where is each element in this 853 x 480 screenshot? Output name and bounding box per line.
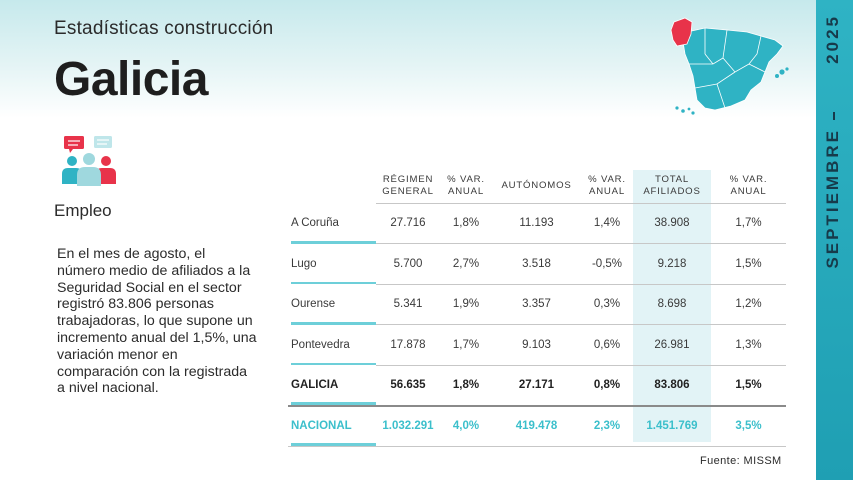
table-row: Pontevedra 17.878 1,7% 9.103 0,6% 26.981… bbox=[288, 324, 786, 366]
table-row-total-nacional: NACIONAL 1.032.291 4,0% 419.478 2,3% 1.4… bbox=[288, 405, 786, 447]
row-label: A Coruña bbox=[288, 203, 376, 244]
cell: 1,7% bbox=[711, 203, 786, 244]
cell: 3.518 bbox=[492, 243, 581, 285]
cell: 1,7% bbox=[440, 324, 492, 366]
statistics-table: RÉGIMEN GENERAL % VAR. ANUAL AUTÓNOMOS %… bbox=[288, 170, 786, 447]
cell: 1,2% bbox=[711, 284, 786, 325]
cell: 56.635 bbox=[376, 365, 440, 407]
cell: 4,0% bbox=[440, 405, 492, 447]
statistics-table-container: RÉGIMEN GENERAL % VAR. ANUAL AUTÓNOMOS %… bbox=[288, 170, 788, 447]
cell: 1,8% bbox=[440, 203, 492, 244]
cell: 2,7% bbox=[440, 243, 492, 285]
cell: 1,4% bbox=[581, 203, 633, 244]
month-label: SEPTIEMBRE bbox=[823, 128, 842, 269]
cell: 419.478 bbox=[492, 405, 581, 447]
cell: 11.193 bbox=[492, 203, 581, 244]
cell: 5.341 bbox=[376, 284, 440, 325]
row-label: NACIONAL bbox=[288, 405, 376, 447]
cell: -0,5% bbox=[581, 243, 633, 285]
row-label: GALICIA bbox=[288, 365, 376, 407]
page-subtitle: Estadísticas construcción bbox=[54, 18, 274, 39]
cell: 5.700 bbox=[376, 243, 440, 285]
people-group-icon bbox=[62, 136, 116, 186]
cell: 1,5% bbox=[711, 365, 786, 407]
cell: 3.357 bbox=[492, 284, 581, 325]
table-row-total-galicia: GALICIA 56.635 1,8% 27.171 0,8% 83.806 1… bbox=[288, 365, 786, 407]
cell: 26.981 bbox=[633, 324, 711, 366]
cell: 0,3% bbox=[581, 284, 633, 325]
cell: 27.716 bbox=[376, 203, 440, 244]
cell: 1.032.291 bbox=[376, 405, 440, 447]
table-row: A Coruña 27.716 1,8% 11.193 1,4% 38.908 … bbox=[288, 203, 786, 244]
header-province bbox=[288, 170, 376, 203]
page-title: Galicia bbox=[54, 53, 208, 106]
cell: 1.451.769 bbox=[633, 405, 711, 447]
cell: 1,5% bbox=[711, 243, 786, 285]
cell: 8.698 bbox=[633, 284, 711, 325]
cell: 17.878 bbox=[376, 324, 440, 366]
cell: 38.908 bbox=[633, 203, 711, 244]
cell: 9.218 bbox=[633, 243, 711, 285]
row-label: Pontevedra bbox=[288, 325, 376, 366]
table-row: Ourense 5.341 1,9% 3.357 0,3% 8.698 1,2% bbox=[288, 284, 786, 325]
cell: 2,3% bbox=[581, 405, 633, 447]
cell: 9.103 bbox=[492, 324, 581, 366]
header-var-autonomos: % VAR. ANUAL bbox=[581, 170, 633, 204]
row-label: Lugo bbox=[288, 244, 376, 285]
header-autonomos: AUTÓNOMOS bbox=[492, 170, 581, 204]
header-regimen-general: RÉGIMEN GENERAL bbox=[376, 170, 440, 204]
cell: 27.171 bbox=[492, 365, 581, 407]
cell: 3,5% bbox=[711, 405, 786, 447]
cell: 0,6% bbox=[581, 324, 633, 366]
cell: 1,8% bbox=[440, 365, 492, 407]
date-sidebar: 2025 SEPTIEMBRE bbox=[816, 0, 853, 480]
table-row: Lugo 5.700 2,7% 3.518 -0,5% 9.218 1,5% bbox=[288, 243, 786, 285]
sidebar-divider bbox=[833, 112, 835, 120]
cell: 83.806 bbox=[633, 365, 711, 407]
cell: 0,8% bbox=[581, 365, 633, 407]
summary-paragraph: En el mes de agosto, el número medio de … bbox=[57, 246, 257, 397]
table-header-row: RÉGIMEN GENERAL % VAR. ANUAL AUTÓNOMOS %… bbox=[288, 170, 786, 204]
cell: 1,3% bbox=[711, 324, 786, 366]
cell: 1,9% bbox=[440, 284, 492, 325]
row-label: Ourense bbox=[288, 284, 376, 325]
header-var-total: % VAR. ANUAL bbox=[711, 170, 786, 204]
spain-map-icon bbox=[670, 17, 789, 115]
source-note: Fuente: MISSM bbox=[700, 455, 782, 467]
section-label: Empleo bbox=[54, 201, 112, 220]
year-label: 2025 bbox=[823, 14, 842, 64]
header-total-afiliados: TOTAL AFILIADOS bbox=[633, 170, 711, 204]
header-var-general: % VAR. ANUAL bbox=[440, 170, 492, 204]
